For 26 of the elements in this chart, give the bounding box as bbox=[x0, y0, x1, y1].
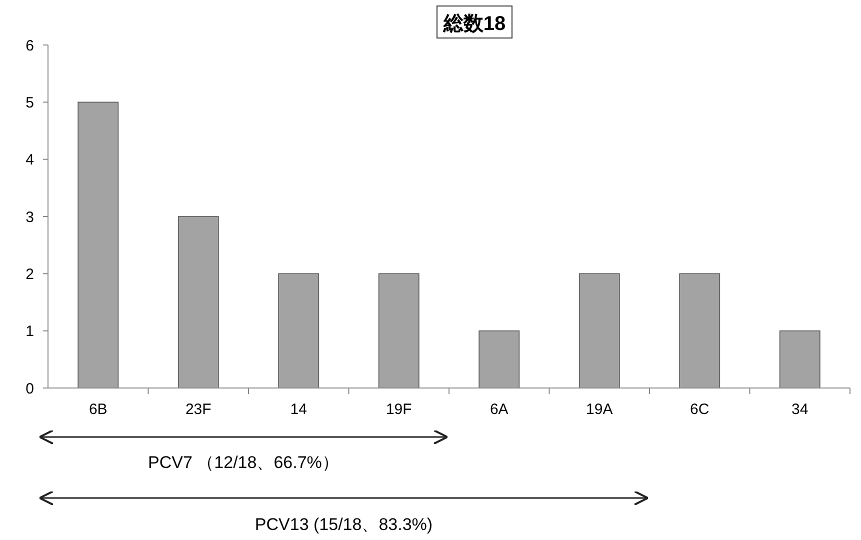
x-tick-label: 23F bbox=[185, 401, 212, 418]
y-tick-label: 5 bbox=[26, 94, 34, 112]
bar bbox=[578, 273, 620, 388]
x-tick-label: 14 bbox=[290, 401, 307, 418]
text: PCV7 （12/18、66.7%） bbox=[148, 453, 339, 472]
bar bbox=[78, 102, 119, 388]
y-tick-label: 2 bbox=[26, 266, 34, 283]
text: PCV13 (15/18、83.3%) bbox=[254, 515, 433, 534]
y-tick-label: 1 bbox=[26, 323, 34, 340]
bar bbox=[478, 330, 520, 388]
y-tick-label: 4 bbox=[26, 152, 34, 169]
x-tick-label: 19A bbox=[586, 401, 613, 418]
y-tick-label: 6 bbox=[26, 37, 34, 54]
bar bbox=[779, 330, 820, 388]
y-tick-label: 0 bbox=[26, 380, 34, 398]
x-tick-label: 19F bbox=[386, 401, 412, 418]
bar bbox=[278, 273, 320, 388]
x-tick-label: 6A bbox=[490, 401, 508, 418]
x-tick-label: 6B bbox=[88, 401, 108, 418]
x-tick-label: 6C bbox=[690, 401, 710, 418]
chart-title: 総数18 bbox=[442, 13, 506, 35]
bar bbox=[679, 273, 720, 388]
bar bbox=[378, 273, 420, 388]
y-tick-label: 3 bbox=[26, 208, 34, 226]
x-tick-label: 34 bbox=[792, 401, 808, 418]
bar bbox=[178, 216, 219, 388]
